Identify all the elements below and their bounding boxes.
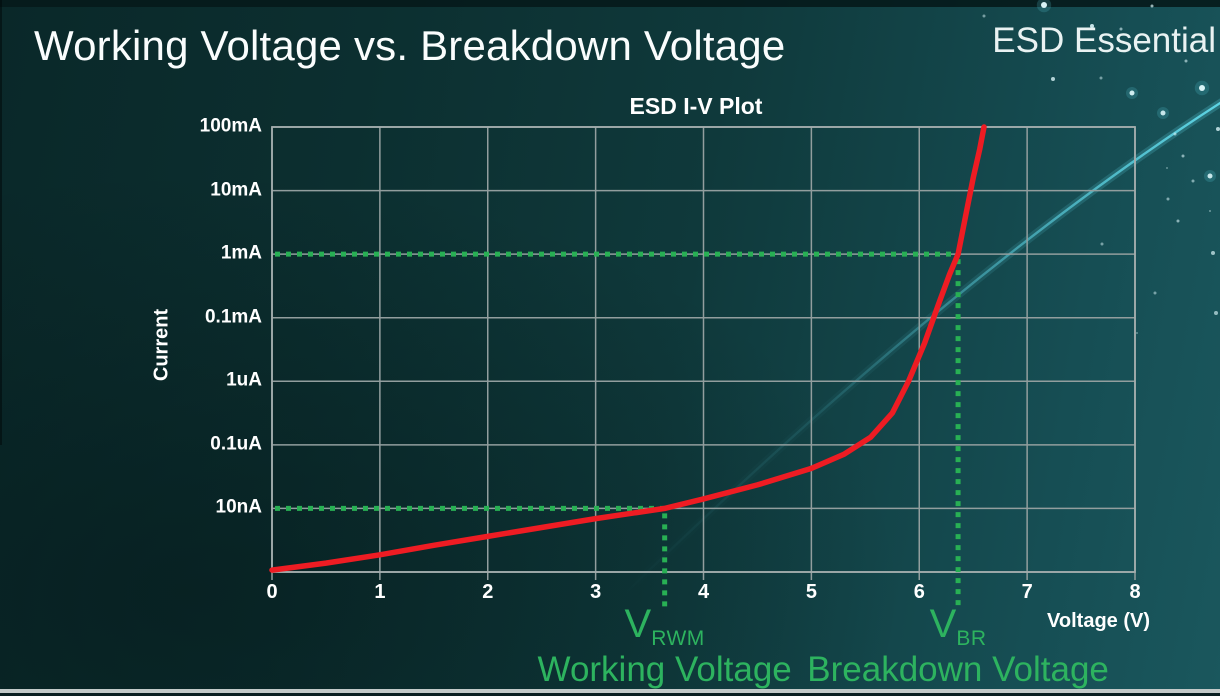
- y-tick-label: 1uA: [226, 369, 262, 391]
- vrwm-caption: Working Voltage: [537, 650, 792, 689]
- vrwm-symbol: VRWM: [624, 602, 705, 650]
- vbr-caption: Breakdown Voltage: [807, 650, 1109, 689]
- particle-dot: [1100, 242, 1104, 246]
- particle-dot: [1176, 219, 1180, 223]
- particle-dot: [1150, 4, 1154, 8]
- bottom-edge-strip: [0, 689, 1220, 696]
- particle-dot: [1181, 154, 1185, 158]
- particle-dot: [1173, 132, 1177, 136]
- y-tick-label: 0.1mA: [204, 306, 262, 328]
- x-tick-label: 5: [805, 581, 817, 603]
- vrwm-annotation: VRWM Working Voltage: [538, 604, 792, 687]
- x-tick-label: 8: [1129, 581, 1141, 603]
- particle-dot: [982, 14, 986, 18]
- vbr-symbol: VBR: [929, 602, 987, 650]
- particle-dot: [1166, 167, 1168, 169]
- particle-dot: [1199, 85, 1205, 91]
- particle-dot: [1160, 110, 1166, 116]
- particle-dot: [1099, 76, 1103, 80]
- vbr-guide-lines: [275, 251, 961, 608]
- x-tick-label: 4: [697, 581, 710, 603]
- particle-dot: [1207, 173, 1213, 179]
- y-tick-label: 10mA: [210, 179, 262, 201]
- particle-dot: [1214, 311, 1218, 315]
- background-swoosh: [599, 101, 1220, 619]
- particle-dot: [1191, 179, 1195, 183]
- particle-dot: [1184, 59, 1188, 63]
- chart-title: ESD I-V Plot: [629, 93, 763, 119]
- top-edge-strip: [0, 0, 1220, 7]
- vrwm-guide-lines: [275, 505, 668, 608]
- background-swoosh-glow: [597, 98, 1220, 621]
- y-axis-label: Current: [150, 308, 173, 382]
- particle-dot: [1079, 48, 1081, 50]
- x-tick-label: 7: [1021, 581, 1033, 603]
- x-axis-label: Voltage (V): [1047, 610, 1150, 632]
- particle-dot: [1153, 291, 1157, 295]
- left-edge-strip: [0, 0, 2, 445]
- particle-dot: [1209, 210, 1211, 212]
- particle-dot: [1216, 127, 1220, 131]
- iv-curve: [269, 124, 987, 573]
- particle-dot: [1090, 24, 1094, 28]
- y-tick-label: 10nA: [215, 496, 262, 518]
- plot-border: [271, 126, 1136, 573]
- particle-dot: [1119, 27, 1123, 31]
- x-tick-label: 1: [374, 581, 386, 603]
- particle-dot: [1129, 90, 1135, 96]
- grid-lines: [271, 126, 1136, 580]
- page-title: Working Voltage vs. Breakdown Voltage: [34, 22, 786, 69]
- particle-dot: [1211, 251, 1215, 255]
- y-tick-label: 1mA: [220, 242, 262, 264]
- y-tick-label: 0.1uA: [210, 433, 262, 455]
- y-tick-label: 100mA: [199, 115, 262, 137]
- x-tick-label: 6: [913, 581, 925, 603]
- brand-text: ESD Essential: [992, 21, 1216, 60]
- vbr-annotation: VBR Breakdown Voltage: [807, 604, 1109, 687]
- particle-dot: [1041, 2, 1047, 8]
- x-tick-label: 0: [266, 581, 278, 603]
- particle-dot: [1166, 197, 1170, 201]
- particle-dot: [1051, 77, 1055, 81]
- x-tick-label: 3: [590, 581, 602, 603]
- particle-dot: [1136, 332, 1138, 334]
- x-tick-label: 2: [482, 581, 494, 603]
